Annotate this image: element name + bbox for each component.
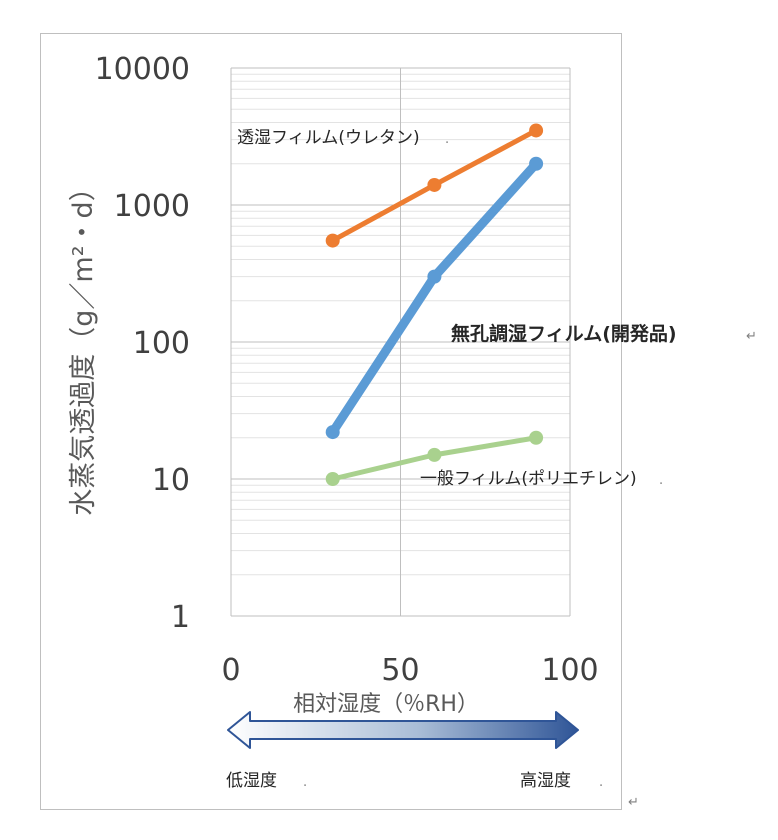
humidity-arrow — [227, 711, 579, 749]
mark-small: . — [659, 473, 663, 488]
major-gridlines — [230, 67, 571, 617]
series-layer — [325, 123, 544, 486]
data-point — [427, 269, 442, 284]
y-tick-label: 10 — [152, 463, 190, 498]
y-tick-label: 1000 — [114, 189, 190, 224]
series-label-polyethylene: 一般フィルム(ポリエチレン) — [420, 469, 637, 489]
data-point — [529, 156, 544, 171]
y-tick-label: 10000 — [95, 52, 190, 87]
x-axis-label: 相対湿度（％RH） — [293, 692, 479, 717]
mark-return: ↵ — [746, 329, 757, 344]
x-tick-label: 50 — [381, 653, 419, 688]
series-label-developed: 無孔調湿フィルム(開発品) — [451, 322, 677, 345]
series-label-urethane: 透湿フィルム(ウレタン) — [237, 128, 420, 148]
data-point — [529, 430, 544, 445]
y-tick-label: 100 — [133, 326, 190, 361]
mark-small: . — [303, 775, 307, 790]
data-point — [325, 233, 340, 248]
mark-small: . — [445, 132, 449, 147]
data-point — [529, 123, 544, 138]
chart-frame — [40, 33, 622, 810]
data-point — [325, 472, 340, 486]
high-humidity-label: 高湿度 — [520, 771, 571, 791]
x-tick-label: 100 — [541, 653, 598, 688]
data-point — [427, 177, 442, 192]
series-line — [328, 159, 541, 437]
data-point — [427, 447, 442, 462]
data-point — [325, 425, 340, 440]
y-tick-label: 1 — [171, 600, 190, 635]
x-tick-label: 0 — [221, 653, 240, 688]
low-humidity-label: 低湿度 — [226, 771, 277, 791]
tick-labels: 1 10 100 1000 10000 0 50 100 — [95, 52, 599, 688]
mark-return: ↵ — [628, 795, 639, 810]
mark-small: . — [599, 775, 603, 790]
y-axis-label: 水蒸気透過度（g／m²・d） — [68, 174, 99, 515]
